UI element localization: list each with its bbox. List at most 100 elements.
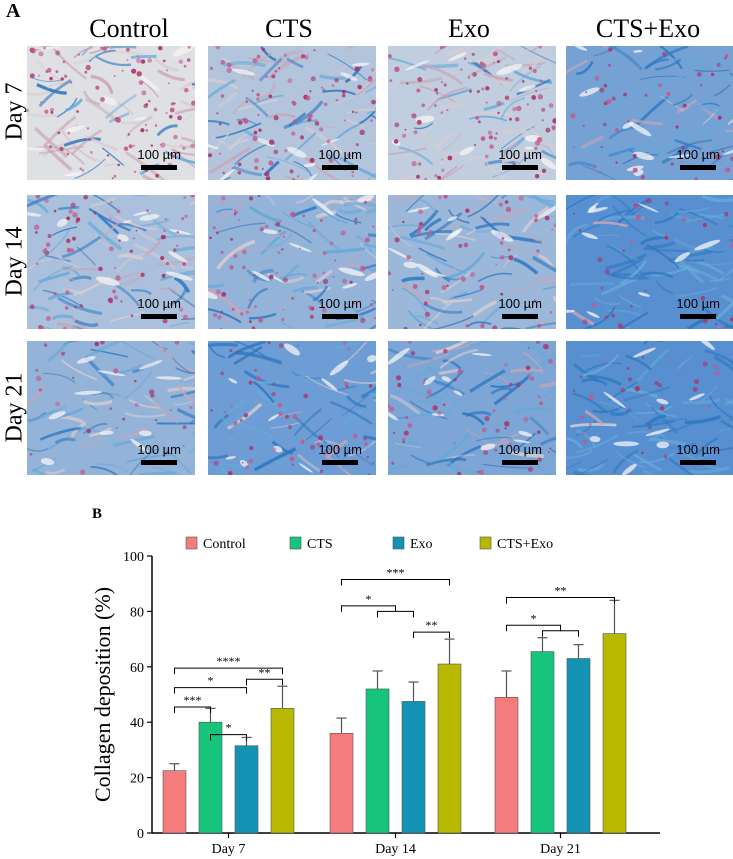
scale-bar-line	[322, 460, 359, 465]
scale-bar: 100 µm	[498, 148, 542, 170]
bar-exo-day-7	[234, 745, 259, 834]
significance-bracket	[413, 631, 450, 639]
y-tick-label: 100	[123, 550, 144, 565]
histology-image-exo-row-1: 100 µm	[388, 46, 556, 180]
significance-label: **	[555, 584, 567, 598]
scale-bar-label: 100 µm	[498, 147, 542, 162]
scale-bar-line	[141, 314, 178, 319]
scale-bar: 100 µm	[137, 297, 181, 319]
scale-bar-label: 100 µm	[137, 442, 181, 457]
scale-bar-label: 100 µm	[498, 296, 542, 311]
scale-bar-label: 100 µm	[137, 147, 181, 162]
legend-swatch-cts	[289, 536, 302, 550]
significance-bracket	[341, 579, 450, 586]
legend-swatch-exo	[392, 536, 405, 550]
scale-bar-label: 100 µm	[498, 442, 542, 457]
legend-label-cts-exo: CTS+Exo	[497, 537, 553, 552]
x-tick-label: Day 7	[212, 842, 246, 857]
significance-label: *	[531, 611, 537, 625]
scale-bar: 100 µm	[676, 443, 720, 465]
column-header-cts: CTS	[265, 14, 313, 43]
y-tick-label: 80	[130, 605, 144, 620]
scale-bar-line	[680, 460, 717, 465]
scale-bar: 100 µm	[137, 148, 181, 170]
bar-control-day-21	[494, 696, 519, 834]
significance-label: ***	[387, 566, 405, 580]
panel-a-label: A	[6, 0, 21, 22]
bar-control-day-7	[162, 770, 187, 834]
x-tick-label: Day 21	[540, 842, 581, 857]
bar-cts-day-14	[365, 688, 390, 834]
legend-label-control: Control	[203, 537, 246, 552]
scale-bar: 100 µm	[498, 297, 542, 319]
scale-bar: 100 µm	[498, 443, 542, 465]
legend-label-exo: Exo	[410, 537, 433, 552]
y-tick-label: 20	[130, 772, 144, 787]
significance-bracket	[377, 610, 414, 618]
significance-label: ****	[217, 654, 241, 668]
significance-bracket	[246, 678, 283, 686]
bar-control-day-14	[329, 732, 354, 834]
column-header-exo: Exo	[448, 14, 490, 43]
legend-label-cts: CTS	[307, 537, 333, 552]
scale-bar: 100 µm	[318, 148, 362, 170]
histology-image-control-row-1: 100 µm	[27, 46, 195, 180]
scale-bar: 100 µm	[676, 297, 720, 319]
scale-bar-line	[141, 460, 178, 465]
y-axis-label: Collagen deposition (%)	[90, 587, 115, 802]
scale-bar-line	[680, 165, 717, 170]
significance-label: *	[366, 592, 372, 606]
x-tick-label: Day 14	[375, 842, 416, 857]
significance-bracket	[210, 734, 247, 741]
significance-label: **	[259, 665, 271, 679]
scale-bar-label: 100 µm	[318, 442, 362, 457]
scale-bar: 100 µm	[676, 148, 720, 170]
scale-bar-line	[502, 165, 539, 170]
histology-image-cts-exo-row-1: 100 µm	[566, 46, 733, 180]
histology-image-cts-row-1: 100 µm	[208, 46, 376, 180]
significance-bracket	[174, 687, 247, 694]
scale-bar-label: 100 µm	[676, 442, 720, 457]
bar-cts-exo-day-7	[270, 708, 295, 834]
scale-bar: 100 µm	[318, 443, 362, 465]
scale-bar-line	[680, 314, 717, 319]
significance-label: **	[426, 618, 438, 632]
significance-label: *	[226, 721, 232, 735]
y-tick-label: 40	[130, 716, 144, 731]
scale-bar-label: 100 µm	[137, 296, 181, 311]
significance-label: ***	[184, 693, 202, 707]
significance-bracket	[542, 630, 579, 637]
scale-bar-line	[502, 460, 539, 465]
y-tick-label: 0	[137, 827, 144, 842]
bar-cts-exo-day-21	[602, 633, 627, 834]
scale-bar-line	[322, 165, 359, 170]
histology-image-cts-exo-row-3: 100 µm	[566, 341, 733, 475]
scale-bar: 100 µm	[318, 297, 362, 319]
legend-swatch-control	[185, 536, 198, 550]
bar-cts-day-21	[530, 651, 555, 834]
bar-cts-exo-day-14	[437, 663, 462, 834]
histology-image-cts-row-3: 100 µm	[208, 341, 376, 475]
histology-image-cts-exo-row-2: 100 µm	[566, 195, 733, 329]
significance-bracket	[506, 597, 615, 604]
scale-bar-line	[322, 314, 359, 319]
scale-bar-label: 100 µm	[318, 296, 362, 311]
scale-bar-label: 100 µm	[676, 296, 720, 311]
histology-image-control-row-3: 100 µm	[27, 341, 195, 475]
histology-image-exo-row-3: 100 µm	[388, 341, 556, 475]
y-tick-label: 60	[130, 661, 144, 676]
significance-bracket	[506, 624, 561, 632]
bar-exo-day-14	[401, 701, 426, 834]
scale-bar-label: 100 µm	[676, 147, 720, 162]
bar-exo-day-21	[566, 658, 591, 834]
column-header-control: Control	[89, 14, 169, 43]
significance-bracket	[174, 706, 211, 713]
scale-bar-label: 100 µm	[318, 147, 362, 162]
column-header-cts-exo: CTS+Exo	[595, 14, 701, 43]
legend-swatch-cts-exo	[479, 536, 492, 550]
significance-label: *	[208, 674, 214, 688]
scale-bar-line	[141, 165, 178, 170]
scale-bar: 100 µm	[137, 443, 181, 465]
histology-image-exo-row-2: 100 µm	[388, 195, 556, 329]
